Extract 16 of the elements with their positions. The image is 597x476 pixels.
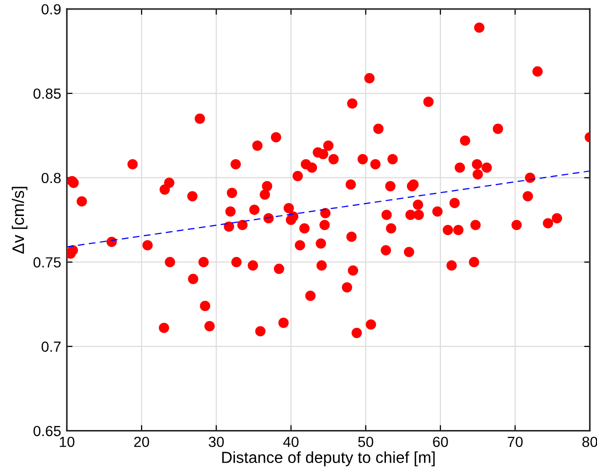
x-tick-label: 40	[283, 436, 299, 448]
y-tick-label: 0.75	[34, 257, 61, 268]
x-tick-label: 80	[582, 436, 597, 448]
y-axis-title: Δv [cm/s]	[12, 186, 28, 254]
y-tick-label: 0.7	[42, 342, 61, 352]
x-axis-title: Distance of deputy to chief [m]	[222, 451, 435, 466]
x-tick-label: 70	[508, 436, 523, 448]
y-tick-label: 0.8	[42, 172, 61, 184]
y-tick-label: 0.9	[42, 4, 61, 14]
y-tick-label: 0.85	[34, 88, 61, 99]
x-tick-label: 50	[358, 436, 374, 448]
y-tick-label: 0.65	[34, 426, 61, 436]
x-tick-label: 10	[60, 436, 74, 448]
x-tick-label: 60	[433, 436, 448, 448]
x-tick-label: 30	[208, 436, 224, 448]
x-tick-label: 20	[134, 436, 150, 448]
